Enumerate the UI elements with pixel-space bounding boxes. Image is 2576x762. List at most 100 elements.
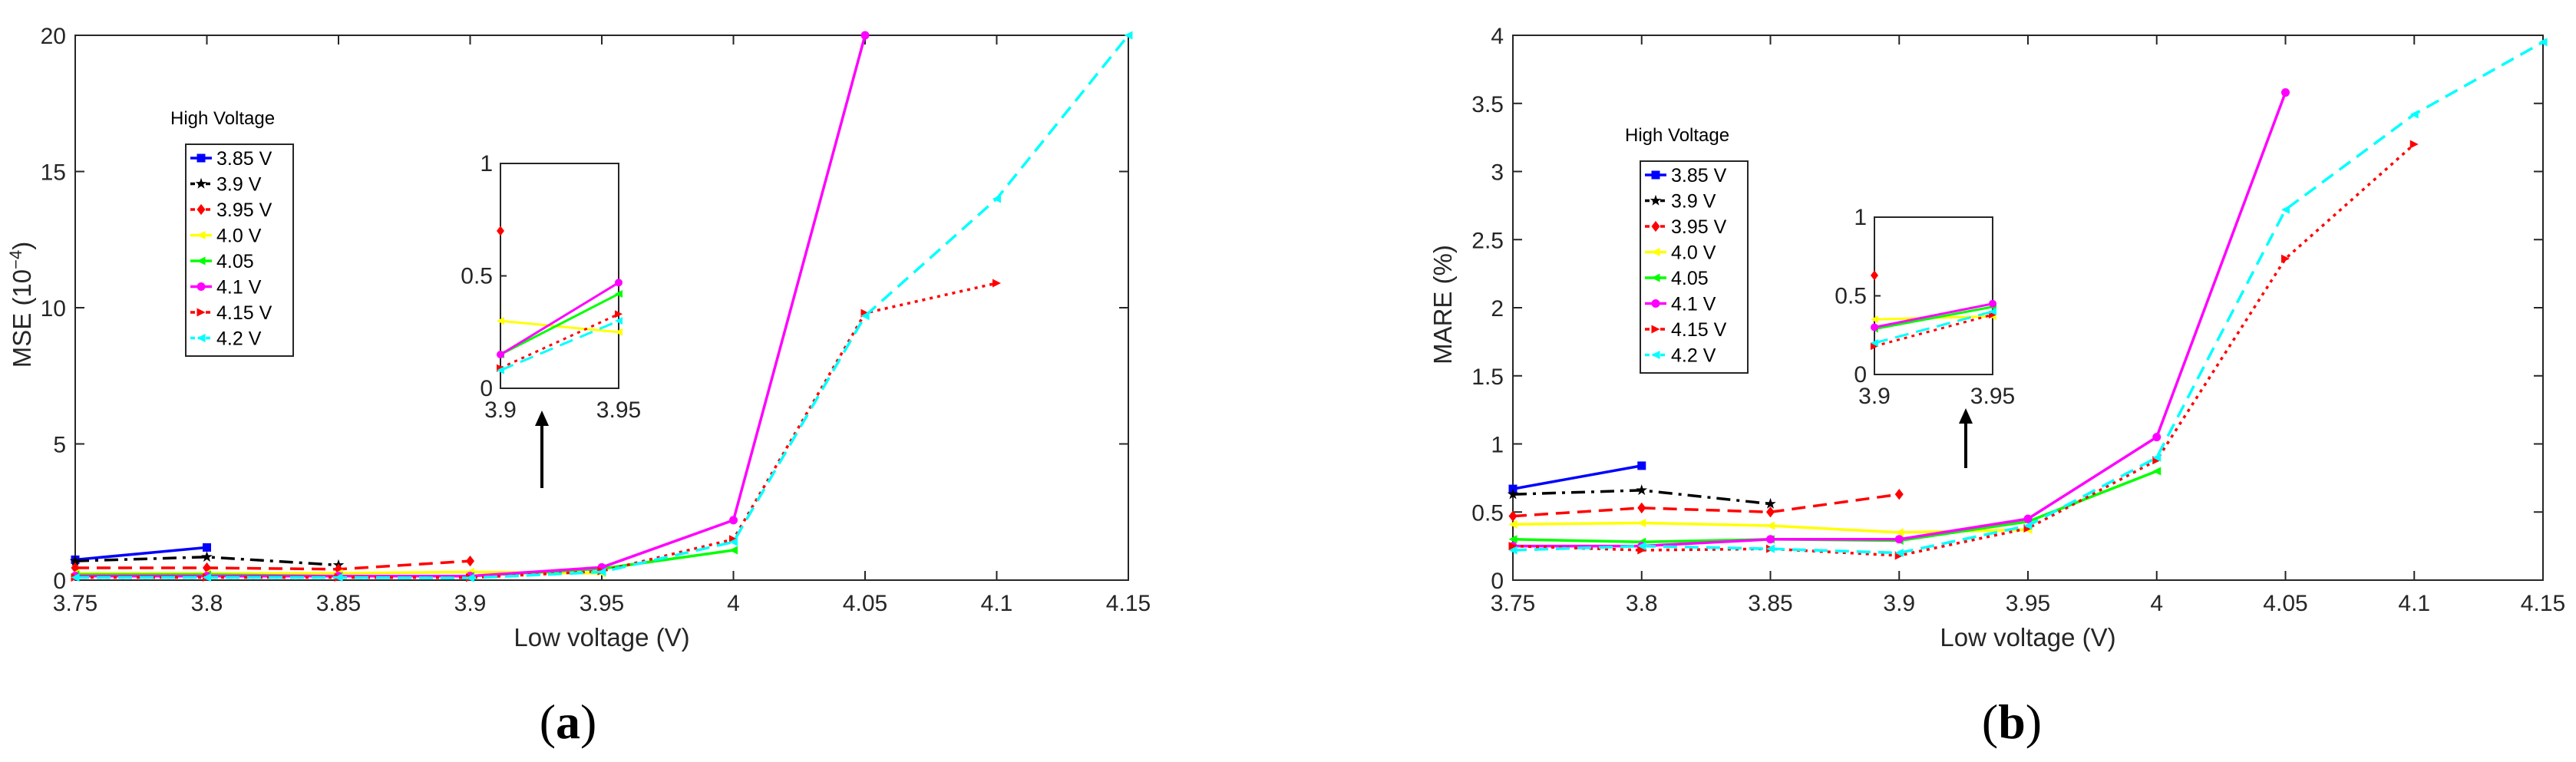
- legend-label: 4.1 V: [216, 277, 262, 299]
- y-tick-label: 3.5: [1471, 92, 1504, 117]
- legend-label: 4.1 V: [1671, 294, 1716, 315]
- legend-swatch-marker: [1651, 299, 1660, 308]
- inset-series-line: [500, 312, 619, 369]
- series-42V-point: [992, 194, 1001, 203]
- inset-series-line: [500, 319, 619, 334]
- series-42V-point: [2281, 205, 2290, 214]
- x-tick-label: 3.85: [316, 591, 361, 616]
- y-tick-label: 0: [53, 569, 66, 594]
- inset-frame: [500, 163, 619, 389]
- legend-swatch-marker: [197, 256, 206, 266]
- legend-swatch-marker: [197, 308, 206, 317]
- legend-swatch-marker: [1651, 273, 1660, 282]
- legend-item: 3.95 V: [1645, 216, 1727, 238]
- inset-series-point: [497, 317, 504, 325]
- y-axis-label-exponent: −4: [6, 250, 25, 269]
- legend-item: 3.85 V: [190, 148, 272, 170]
- inset-series-line: [500, 292, 619, 356]
- series-415V-point: [1508, 542, 1518, 551]
- y-tick-label: 2.5: [1471, 228, 1504, 253]
- legend-swatch-marker: [1651, 220, 1660, 233]
- zoom-arrow-head: [1959, 408, 1973, 424]
- series-385V-point: [1637, 461, 1646, 470]
- x-tick-label: 3.9: [1883, 591, 1915, 616]
- x-tick-label: 3.95: [580, 591, 624, 616]
- inset-series-point: [1989, 308, 1996, 315]
- x-axis-label: Low voltage (V): [1940, 623, 2115, 651]
- series-395V-line: [1513, 493, 1900, 518]
- legend-label: 4.15 V: [216, 302, 272, 324]
- series-42V-point: [2409, 110, 2419, 119]
- legend-item: 4.05: [190, 251, 254, 272]
- inset-y-tick-label: 0.5: [461, 264, 493, 289]
- series-395V-point: [1508, 510, 1518, 522]
- x-tick-label: 4.15: [1106, 591, 1151, 616]
- x-tick-label: 4.05: [2263, 591, 2307, 616]
- series-41V-point: [1894, 535, 1904, 544]
- x-tick-label: 4: [727, 591, 740, 616]
- inset-x-tick-label: 3.95: [596, 397, 641, 423]
- legend-label: 3.85 V: [216, 148, 272, 170]
- series-40V-point: [1637, 518, 1646, 527]
- y-tick-label: 0: [1491, 569, 1504, 594]
- series-39V-point: [1765, 497, 1776, 509]
- legend-box: [185, 143, 294, 357]
- x-tick-label: 3.8: [1626, 591, 1658, 616]
- panel-label-open: (: [1982, 694, 1998, 749]
- series-42V-point: [71, 572, 80, 582]
- inset-series-point: [1871, 270, 1878, 281]
- inset-chart: 3.9 3.95 0 0.5 1: [461, 151, 641, 423]
- series-41V-point: [2281, 88, 2290, 97]
- y-tick-label: 20: [41, 24, 66, 49]
- series-385V-line: [75, 546, 207, 562]
- legend-swatch-marker: [195, 177, 207, 189]
- series-40V-point: [1508, 520, 1518, 529]
- inset-x-tick-label: 3.95: [1970, 384, 2015, 409]
- legend-swatch-marker: [1651, 325, 1660, 334]
- legend-label: 3.9 V: [1671, 191, 1716, 213]
- series-42V-point: [334, 572, 343, 582]
- y-tick-label: 15: [41, 160, 66, 186]
- legend-label: 4.2 V: [1671, 345, 1716, 367]
- series-42V-point: [1508, 546, 1518, 555]
- panel-label-letter: a: [556, 694, 580, 749]
- inset-series-line: [1874, 302, 1993, 328]
- legend-item: 4.1 V: [1645, 294, 1716, 315]
- series-395V-line: [75, 559, 471, 571]
- panel-label-letter: b: [1998, 694, 2026, 749]
- legend-item: 3.9 V: [190, 174, 262, 196]
- legend-label: 4.05: [1671, 268, 1709, 289]
- series-395V-point: [466, 556, 474, 567]
- legend-swatch-marker: [1650, 194, 1662, 206]
- y-axis-label-text: MSE (10: [8, 269, 36, 368]
- legend-label: 4.05: [216, 251, 254, 272]
- series-40V-point: [1894, 528, 1904, 537]
- inset-series-point: [497, 366, 504, 374]
- series-42V-point: [2023, 521, 2033, 530]
- inset-y-tick-label: 1: [1854, 205, 1867, 230]
- x-tick-label: 3.9: [454, 591, 487, 616]
- inset-x-tick-label: 3.9: [484, 397, 517, 423]
- x-tick-label: 4.05: [843, 591, 887, 616]
- x-tick-label: 3.95: [2006, 591, 2050, 616]
- inset-y-tick-label: 0: [480, 376, 493, 401]
- series-405-point: [1508, 535, 1518, 544]
- series-385V-point: [203, 543, 211, 552]
- legend-item: 4.2 V: [190, 328, 262, 350]
- y-tick-label: 10: [41, 296, 66, 322]
- legend-item: 4.05: [1645, 268, 1709, 289]
- series-405-point: [2152, 467, 2162, 476]
- inset-series-point: [615, 310, 623, 318]
- legend-swatch-marker: [197, 153, 206, 163]
- panel-label-open: (: [540, 694, 556, 749]
- series-41V-point: [2023, 514, 2033, 523]
- y-tick-label: 1: [1491, 433, 1504, 458]
- series-42V-point: [597, 567, 606, 576]
- inset-y-tick-label: 1: [480, 151, 493, 176]
- series-415V-point: [2409, 140, 2419, 149]
- legend-swatch-marker: [197, 282, 206, 291]
- inset-series-point: [1871, 339, 1878, 347]
- series-42V-point: [1894, 549, 1904, 557]
- y-axis-label-close: ): [8, 242, 36, 250]
- x-tick-label: 3.8: [191, 591, 223, 616]
